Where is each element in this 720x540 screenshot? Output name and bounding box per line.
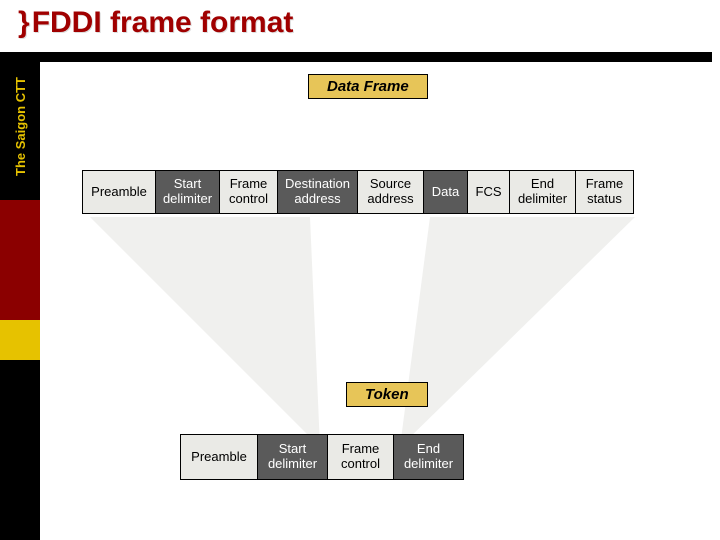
frame-cell: Start delimiter bbox=[156, 170, 220, 214]
sidebar-label: The Saigon CTT bbox=[13, 77, 28, 176]
title-bullet: } bbox=[18, 6, 30, 39]
sidebar-block-black: The Saigon CTT bbox=[0, 52, 40, 200]
sidebar-block-red bbox=[0, 200, 40, 320]
content-area: Data Frame PreambleStart delimiterFrame … bbox=[40, 62, 712, 532]
data-frame-row: PreambleStart delimiterFrame controlDest… bbox=[82, 170, 634, 214]
frame-cell: FCS bbox=[468, 170, 510, 214]
slide-title: }FDDI frame format bbox=[18, 6, 702, 40]
sidebar-label-wrap: The Saigon CTT bbox=[0, 52, 40, 200]
token-frame-row: PreambleStart delimiterFrame controlEnd … bbox=[180, 434, 464, 480]
frame-cell: End delimiter bbox=[394, 434, 464, 480]
frame-cell: Preamble bbox=[82, 170, 156, 214]
data-frame-badge: Data Frame bbox=[308, 74, 428, 99]
frame-cell: Destination address bbox=[278, 170, 358, 214]
frame-cell: Source address bbox=[358, 170, 424, 214]
title-underline bbox=[40, 52, 712, 62]
frame-cell: Frame status bbox=[576, 170, 634, 214]
title-text: FDDI frame format bbox=[32, 6, 294, 39]
frame-cell: Frame control bbox=[220, 170, 278, 214]
frame-cell: Frame control bbox=[328, 434, 394, 480]
frame-cell: Start delimiter bbox=[258, 434, 328, 480]
frame-cell: Preamble bbox=[180, 434, 258, 480]
sidebar-block-yellow bbox=[0, 320, 40, 360]
frame-cell: End delimiter bbox=[510, 170, 576, 214]
sidebar-block-black2 bbox=[0, 360, 40, 540]
token-badge: Token bbox=[346, 382, 428, 407]
slide-title-area: }FDDI frame format bbox=[18, 6, 702, 40]
frame-cell: Data bbox=[424, 170, 468, 214]
